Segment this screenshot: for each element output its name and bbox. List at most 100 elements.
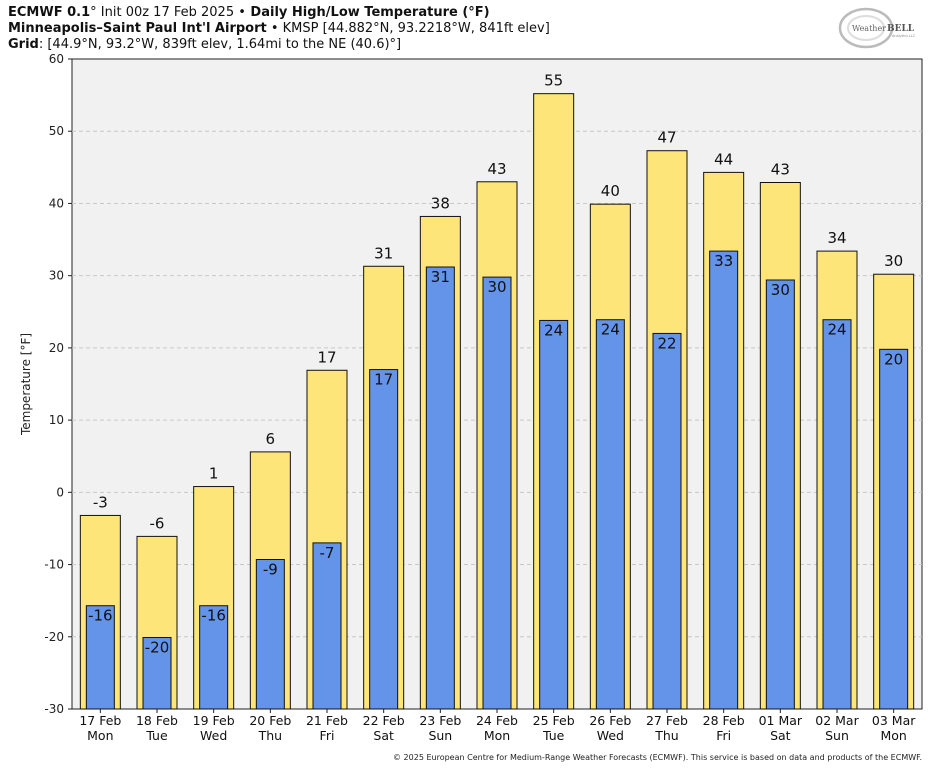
x-tick-label-date: 20 Feb [249,713,291,728]
y-tick-label: -10 [44,558,64,572]
low-value-label: -20 [145,639,170,657]
x-tick-label-weekday: Thu [654,728,678,743]
title-line-2: Minneapolis–Saint Paul Int'l Airport • K… [8,20,550,37]
x-tick-label-weekday: Thu [258,728,282,743]
x-tick-label-date: 22 Feb [363,713,405,728]
x-tick-label-date: 23 Feb [419,713,461,728]
high-value-label: 47 [657,129,676,147]
title-line-1: ECMWF 0.1° Init 00z 17 Feb 2025 • Daily … [8,4,490,21]
x-tick-label-weekday: Sun [825,728,849,743]
high-value-label: 34 [827,229,846,247]
y-tick-label: 10 [49,413,64,427]
weatherbell-logo: Weather BELL Analytics LLC [838,7,916,49]
low-bar [482,276,512,710]
low-bar [85,605,115,710]
model-name: ECMWF 0.1 [8,5,91,20]
station-name: Minneapolis–Saint Paul Int'l Airport [8,21,267,36]
grid-label: Grid [8,37,39,52]
x-tick-label-date: 19 Feb [193,713,235,728]
x-tick-label-date: 26 Feb [589,713,631,728]
high-value-label: -3 [93,493,108,511]
x-tick-label-date: 28 Feb [703,713,745,728]
y-tick-label: -30 [44,702,64,716]
high-value-label: 31 [374,244,393,262]
station-info: • KMSP [44.882°N, 93.2218°W, 841ft elev] [266,21,550,36]
low-value-label: 17 [374,371,393,389]
y-tick-label: 60 [49,52,64,66]
low-value-label: -9 [263,561,278,579]
high-value-label: 55 [544,72,563,90]
logo-text-weather: Weather [852,24,886,33]
x-tick-label-weekday: Mon [87,728,113,743]
low-value-label: 24 [544,321,563,339]
x-tick-label-date: 18 Feb [136,713,178,728]
low-value-label: 20 [884,350,903,368]
low-bar [425,266,455,710]
logo-subtext: Analytics LLC [892,34,916,38]
high-value-label: 17 [317,348,336,366]
low-bar [255,559,285,710]
init-time: Init 00z 17 Feb 2025 [96,5,239,20]
low-bar [539,319,569,710]
high-value-label: 6 [266,430,276,448]
low-bar [822,319,852,710]
title-line-3: Grid: [44.9°N, 93.2°W, 839ft elev, 1.64m… [8,36,401,53]
high-value-label: 43 [487,160,506,178]
logo-text-bell: BELL [887,24,915,34]
x-tick-label-weekday: Wed [200,728,227,743]
product-name: Daily High/Low Temperature (°F) [245,5,490,20]
low-bar [765,279,795,710]
low-bar [652,332,682,710]
y-tick-label: 30 [49,269,64,283]
x-tick-label-weekday: Tue [542,728,565,743]
x-tick-label-weekday: Sat [373,728,394,743]
low-bar [595,319,625,710]
x-tick-label-date: 17 Feb [79,713,121,728]
low-value-label: 31 [431,268,450,286]
x-tick-label-date: 25 Feb [533,713,575,728]
high-value-label: 1 [209,465,219,483]
degree-mark: ° [90,5,97,20]
bullet-separator: • [238,5,246,20]
copyright-footer: © 2025 European Centre for Medium-Range … [393,753,922,762]
low-value-label: -16 [88,607,113,625]
high-value-label: 40 [601,182,620,200]
x-tick-label-weekday: Fri [716,728,731,743]
x-tick-label-date: 21 Feb [306,713,348,728]
y-tick-label: 20 [49,341,64,355]
x-tick-label-weekday: Sat [770,728,791,743]
x-tick-label-weekday: Tue [145,728,168,743]
low-bar [369,369,399,710]
high-value-label: -6 [150,514,165,532]
y-tick-label: 50 [49,124,64,138]
x-tick-label-weekday: Mon [484,728,510,743]
high-value-label: 44 [714,150,733,168]
x-tick-label-date: 02 Mar [815,713,859,728]
high-value-label: 30 [884,252,903,270]
high-value-label: 38 [431,194,450,212]
x-tick-label-weekday: Wed [597,728,624,743]
y-tick-label: 0 [56,485,64,499]
x-tick-label-date: 27 Feb [646,713,688,728]
bar-series: -3 -16 -6 -20 1 -16 6 -9 17 -7 31 17 38 31 43 30 55 24 40 2… [79,72,915,710]
x-tick-label-weekday: Sun [428,728,452,743]
x-tick-label-weekday: Fri [320,728,335,743]
x-tick-label-date: 01 Mar [759,713,803,728]
low-value-label: 22 [657,334,676,352]
low-value-label: -16 [201,607,226,625]
low-bar [709,250,739,710]
y-tick-label: -20 [44,630,64,644]
grid-info: : [44.9°N, 93.2°W, 839ft elev, 1.64mi to… [38,37,402,52]
low-bar [312,542,342,710]
low-value-label: -7 [320,544,335,562]
low-bar [879,348,909,710]
low-value-label: 24 [827,321,846,339]
low-value-label: 33 [714,252,733,270]
high-value-label: 43 [771,161,790,179]
low-value-label: 24 [601,321,620,339]
y-axis-ticks: -30 -20 -10 0 10 20 30 40 50 60 [44,52,72,716]
low-value-label: 30 [771,281,790,299]
x-tick-label-date: 24 Feb [476,713,518,728]
y-axis-label: Temperature [°F] [19,333,33,436]
